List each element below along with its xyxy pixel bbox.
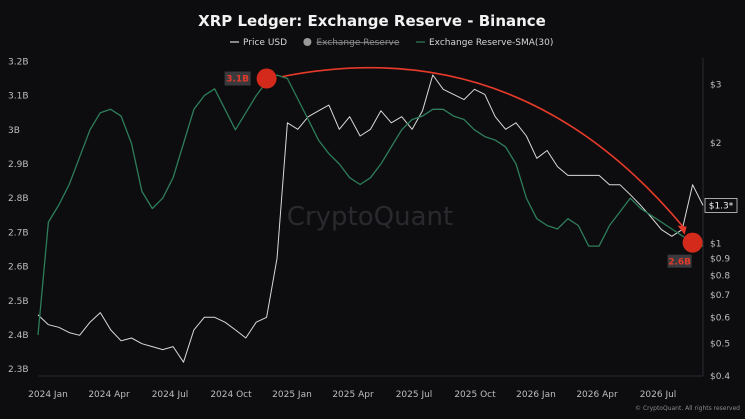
low-label-box [667, 254, 692, 268]
exchange-reserve-sma-30-line [37, 74, 704, 336]
right-tick-label: $3 [710, 80, 721, 90]
x-tick-label: 2024 Jul [152, 390, 189, 400]
peak-label: 3.1B [226, 75, 249, 85]
x-tick-label: 2026 Apr [576, 390, 618, 400]
x-tick-label: 2026 Jul [640, 390, 677, 400]
x-tick-label: 2024 Apr [88, 390, 130, 400]
right-tick-label: $1 [710, 239, 721, 249]
left-tick-label: 2.8B [8, 194, 29, 204]
peak-label-box [224, 71, 251, 86]
left-tick-label: 2.3B [8, 365, 29, 375]
legend-label-1: Exchange Reserve [316, 38, 399, 48]
right-tick-label: $0.8 [710, 272, 730, 282]
chart-title: XRP Ledger: Exchange Reserve - Binance [198, 12, 546, 30]
left-tick-label: 2.5B [8, 297, 29, 307]
current-price-box [704, 198, 738, 213]
right-tick-label: $2 [710, 139, 721, 149]
legend-label-2: Exchange Reserve-SMA(30) [429, 38, 553, 48]
left-tick-label: 2.6B [8, 263, 29, 273]
low-marker [682, 232, 703, 253]
legend-marker-1 [303, 38, 312, 46]
right-tick-label: $0.5 [710, 340, 730, 350]
trend-arrow [282, 66, 686, 230]
left-tick-label: 3.1B [8, 92, 29, 102]
left-tick-label: 2.9B [8, 160, 29, 170]
x-tick-label: 2025 Oct [454, 390, 496, 400]
plot-frame [38, 58, 704, 377]
right-tick-label: $0.4 [710, 372, 730, 382]
x-tick-label: 2024 Jan [28, 390, 68, 400]
x-axis-ticks: 2024 Jan 2024 Apr 2024 Jul 2024 Oct 2025 Jan… [28, 390, 676, 400]
left-tick-label: 3.2B [8, 57, 29, 67]
annotations: 3.1B 2.6B $1.3* [224, 66, 738, 268]
right-tick-label: $0.6 [710, 313, 730, 323]
current-price-label: $1.3* [709, 201, 734, 211]
x-tick-label: 2025 Jan [272, 390, 312, 400]
watermark: CryptoQuant [287, 202, 453, 232]
series-layer [37, 74, 704, 363]
legend: Price USD Exchange Reserve Exchange Reserv… [230, 38, 553, 48]
copyright-footer: © CryptoQuant. All rights reserved [635, 405, 740, 412]
left-tick-label: 2.7B [8, 228, 29, 238]
price-usd-line [37, 74, 704, 363]
x-tick-label: 2025 Jul [396, 390, 433, 400]
left-tick-label: 3B [8, 126, 20, 136]
x-tick-label: 2025 Apr [332, 390, 374, 400]
trend-arrowhead [677, 225, 687, 235]
right-axis-ticks: $3 $2 $1 $0.9 $0.8 $0.7 $0.6 $0.5 $0.4 [710, 80, 730, 382]
low-label: 2.6B [668, 258, 691, 268]
right-tick-label: $0.7 [710, 291, 730, 301]
left-tick-label: 2.4B [8, 331, 29, 341]
peak-marker [256, 68, 277, 89]
x-tick-label: 2026 Jan [516, 390, 556, 400]
right-tick-label: $0.9 [710, 255, 730, 265]
x-tick-label: 2024 Oct [210, 390, 252, 400]
legend-label-0: Price USD [243, 38, 287, 48]
left-axis-ticks: 3.2B 3.1B 3B 2.9B 2.8B 2.7B 2.6B 2.5B 2.4B 2.3B [8, 57, 29, 375]
